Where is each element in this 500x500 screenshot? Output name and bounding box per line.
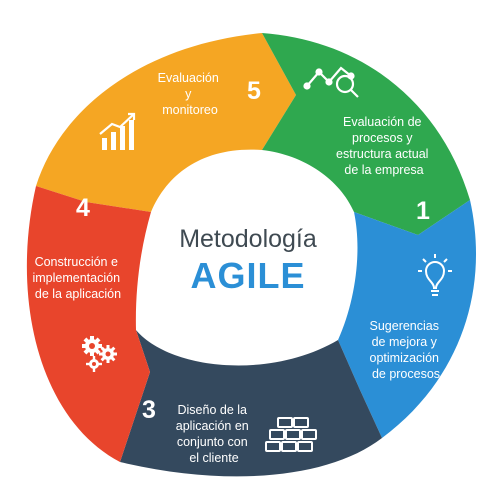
center-label: Metodología AGILE [146,150,350,354]
center-circle [146,150,350,354]
segment-3: 3 Diseño de la aplicación en conjunto co… [120,330,382,477]
step-4-number: 4 [76,194,90,222]
step-1-number: 1 [416,197,430,225]
step-5-number: 5 [247,77,261,105]
segment-1: 1 Evaluación de procesos y estructura ac… [262,33,470,235]
stacked-bricks-icon [265,417,317,452]
segment-3-shape [120,330,382,477]
step-2-label: Sugerencias de mejora y optimización de … [370,319,443,381]
segment-4-shape [26,186,151,462]
gears-icon [82,336,117,372]
center-subtitle: AGILE [190,255,305,296]
segment-1-shape [262,33,470,235]
segment-2-shape [338,200,477,438]
step-3-label: Diseño de la aplicación en conjunto con … [176,403,252,465]
step-1-label: Evaluación de procesos y estructura actu… [336,115,432,177]
center-title: Metodología [179,225,317,253]
segment-5: 5 Evaluación y monitoreo [36,33,296,212]
step-4-label: Construcción e implementación de la apli… [32,255,123,301]
segment-4: 4 Construcción e implementación de la ap… [26,186,151,462]
lightbulb-icon [418,254,452,296]
segment-5-shape [36,33,296,212]
analytics-magnifier-icon [303,66,359,98]
growth-bar-chart-icon [99,112,136,150]
step-3-number: 3 [142,396,156,424]
step-5-label: Evaluación y monitoreo [158,71,223,117]
segment-2: 2 Sugerencias de mejora y optimización d… [338,200,477,438]
